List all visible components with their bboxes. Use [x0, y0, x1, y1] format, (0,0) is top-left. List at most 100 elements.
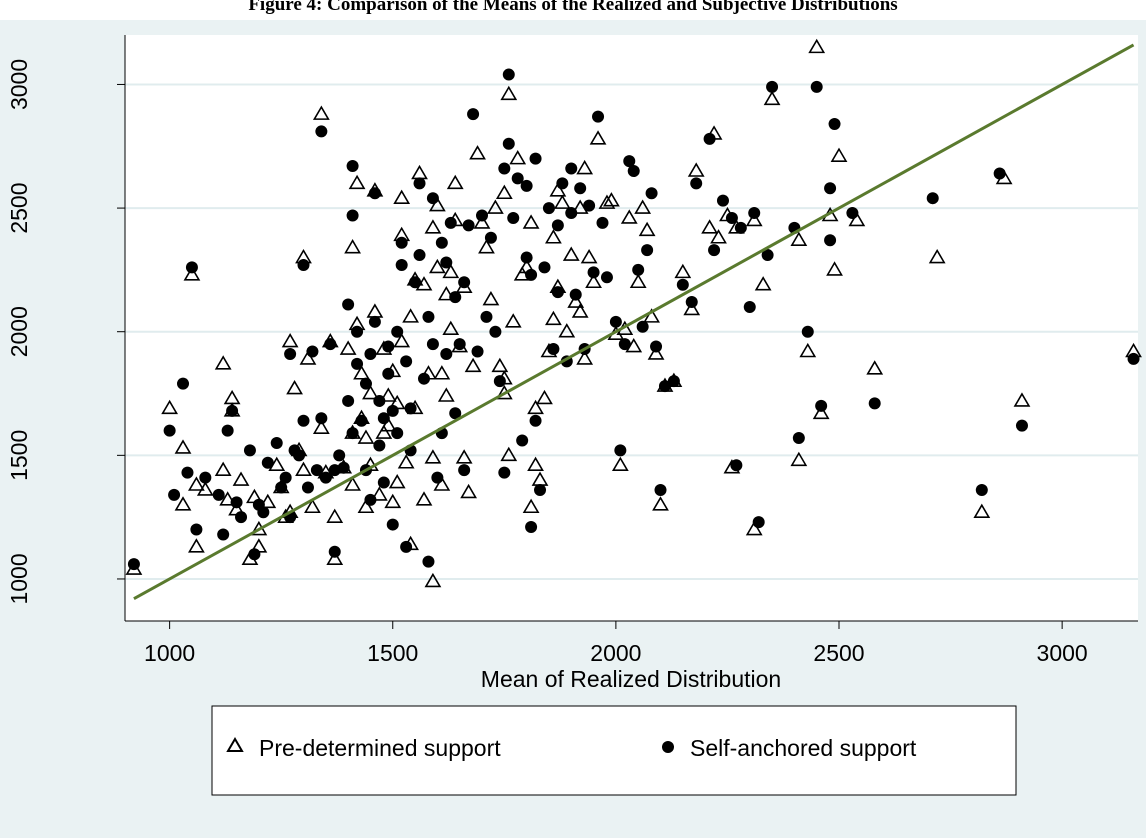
self-anchored-point: [650, 340, 663, 353]
self-anchored-point: [212, 488, 225, 501]
predetermined-point: [339, 340, 357, 355]
predetermined-point: [433, 476, 451, 491]
self-anchored-point: [440, 256, 453, 269]
self-anchored-point: [395, 236, 408, 249]
self-anchored-point: [596, 216, 609, 229]
predetermined-point: [495, 184, 513, 200]
self-anchored-point: [815, 399, 828, 412]
self-anchored-point: [217, 528, 230, 541]
predetermined-point: [357, 429, 375, 444]
predetermined-point: [183, 266, 201, 281]
self-anchored-point: [498, 162, 511, 175]
self-anchored-point: [351, 325, 364, 338]
self-anchored-point: [333, 449, 346, 462]
self-anchored-point: [257, 506, 270, 519]
predetermined-point: [379, 417, 397, 432]
self-anchored-point: [417, 372, 430, 385]
self-anchored-point: [386, 404, 399, 417]
self-anchored-point: [556, 177, 569, 190]
self-anchored-point: [368, 187, 381, 200]
self-anchored-point: [449, 291, 462, 304]
predetermined-point: [509, 150, 527, 165]
predetermined-point: [562, 246, 580, 261]
x-tick-label: 3000: [1037, 640, 1088, 666]
self-anchored-point: [310, 464, 323, 477]
self-anchored-point: [382, 340, 395, 353]
self-anchored-point: [426, 338, 439, 351]
predetermined-point: [415, 491, 433, 506]
self-anchored-point: [301, 481, 314, 494]
self-anchored-point: [199, 471, 212, 484]
self-anchored-point: [471, 345, 484, 358]
predetermined-point: [504, 313, 522, 328]
self-anchored-point: [507, 211, 520, 224]
predetermined-point: [312, 105, 330, 120]
y-tick-label: 2000: [6, 306, 32, 357]
self-anchored-point: [444, 216, 457, 229]
self-anchored-point: [342, 394, 355, 407]
predetermined-point: [379, 387, 397, 402]
predetermined-point: [304, 498, 321, 514]
self-anchored-point: [658, 380, 671, 393]
self-anchored-point: [168, 488, 181, 501]
self-anchored-point: [828, 118, 841, 131]
predetermined-point: [522, 214, 540, 229]
predetermined-point: [589, 130, 607, 145]
x-axis-label: Mean of Realized Distribution: [481, 666, 781, 692]
predetermined-point: [424, 572, 442, 588]
self-anchored-point: [306, 345, 319, 358]
self-anchored-point: [529, 414, 542, 427]
self-anchored-point: [337, 461, 350, 474]
self-anchored-point: [476, 209, 489, 222]
predetermined-point: [232, 471, 250, 486]
predetermined-point: [745, 520, 763, 536]
predetermined-point: [223, 389, 241, 405]
predetermined-point: [326, 508, 344, 523]
predetermined-point: [428, 258, 446, 274]
self-anchored-point: [319, 471, 332, 484]
predetermined-point: [375, 424, 393, 439]
self-anchored-point: [748, 207, 761, 220]
self-anchored-point: [368, 315, 381, 328]
y-tick-label: 1500: [6, 430, 32, 481]
predetermined-point: [384, 493, 402, 509]
predetermined-point: [567, 293, 585, 308]
self-anchored-point: [520, 251, 533, 264]
predetermined-point: [545, 310, 562, 326]
predetermined-point: [745, 211, 763, 227]
self-anchored-point: [569, 288, 582, 301]
self-anchored-point: [592, 110, 605, 123]
self-anchored-point: [315, 412, 328, 425]
predetermined-point: [638, 221, 656, 237]
self-anchored-point: [725, 211, 738, 224]
self-anchored-point: [127, 558, 140, 571]
y-tick-label: 1000: [6, 553, 32, 604]
predetermined-point: [799, 342, 817, 358]
predetermined-point: [848, 211, 866, 227]
predetermined-point: [928, 248, 946, 264]
predetermined-point: [464, 357, 482, 373]
predetermined-point: [826, 261, 843, 276]
predetermined-point: [571, 303, 589, 318]
self-anchored-point: [346, 160, 359, 173]
self-anchored-point: [525, 268, 538, 281]
self-anchored-point: [511, 172, 524, 185]
predetermined-point: [214, 355, 232, 370]
self-anchored-point: [351, 357, 364, 370]
predetermined-point: [326, 550, 344, 565]
predetermined-point: [393, 333, 411, 348]
predetermined-point: [576, 159, 594, 175]
self-anchored-point: [422, 310, 435, 323]
predetermined-point: [281, 333, 299, 348]
self-anchored-point: [676, 278, 689, 291]
predetermined-point: [500, 85, 518, 101]
predetermined-point: [188, 476, 205, 491]
predetermined-point: [446, 174, 464, 190]
predetermined-point: [362, 384, 379, 400]
self-anchored-point: [734, 221, 747, 234]
predetermined-point: [286, 379, 303, 395]
legend-label-self-anchored: Self-anchored support: [690, 735, 917, 761]
self-anchored-point: [614, 444, 627, 457]
self-anchored-point: [409, 276, 422, 289]
predetermined-point: [295, 461, 312, 476]
